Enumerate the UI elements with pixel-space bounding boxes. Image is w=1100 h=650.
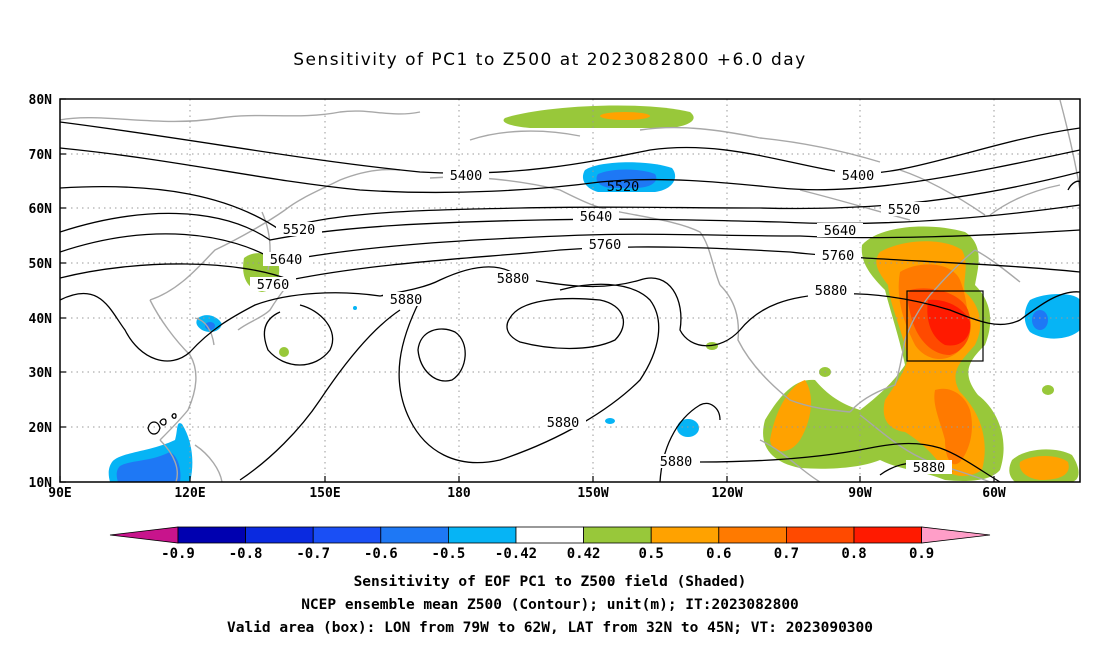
- colorbar-label: 0.7: [774, 546, 799, 562]
- contour-label: 5400: [450, 168, 483, 184]
- contour-label: 5640: [580, 209, 613, 225]
- contour-label: 5880: [660, 454, 693, 470]
- colorbar-label: -0.5: [432, 546, 466, 562]
- colorbar-segment: [515, 526, 584, 544]
- contour-label: 5520: [607, 179, 640, 195]
- colorbar-labels: -0.9 -0.8 -0.7 -0.6 -0.5 -0.42 0.42 0.5 …: [161, 546, 934, 562]
- y-tick-label: 30N: [29, 366, 53, 381]
- y-tick-label: 40N: [29, 312, 53, 327]
- y-tick-label: 60N: [29, 202, 53, 217]
- contour-label: 5760: [589, 237, 622, 253]
- caption-valid-area: Valid area (box): LON from 79W to 62W, L…: [226, 620, 873, 636]
- x-tick-label: 120W: [711, 486, 742, 501]
- colorbar-segment: [650, 526, 720, 544]
- contour-label: 5880: [390, 292, 423, 308]
- y-tick-label: 20N: [29, 421, 53, 436]
- contour-label: 5880: [547, 415, 580, 431]
- coastlines: [60, 99, 1080, 482]
- colorbar-segment: [380, 526, 449, 544]
- contour-label: 5640: [824, 223, 857, 239]
- colorbar-segment: [718, 526, 787, 544]
- contour-label: 5760: [822, 248, 855, 264]
- x-tick-label: 90E: [48, 486, 71, 501]
- contour-label: 5400: [842, 168, 875, 184]
- caption-shading: Sensitivity of EOF PC1 to Z500 field (Sh…: [353, 574, 747, 590]
- colorbar-high-arrow: [921, 526, 991, 544]
- colorbar: [109, 526, 991, 544]
- shading-negative-pacific: [677, 419, 699, 437]
- y-tick-label: 10N: [29, 476, 53, 491]
- colorbar-label: -0.42: [495, 546, 537, 562]
- colorbar-label: 0.9: [909, 546, 934, 562]
- axis-ticks: [59, 98, 995, 483]
- colorbar-segment: [786, 526, 855, 544]
- x-tick-label: 180: [447, 486, 471, 501]
- contour-label: 5520: [283, 222, 316, 238]
- x-tick-label: 150W: [577, 486, 608, 501]
- colorbar-segment: [583, 526, 652, 544]
- x-tick-label: 120E: [174, 486, 205, 501]
- colorbar-segment: [245, 526, 314, 544]
- colorbar-label: -0.7: [296, 546, 330, 562]
- y-tick-label: 50N: [29, 257, 53, 272]
- x-tick-label: 90W: [848, 486, 872, 501]
- colorbar-label: 0.6: [706, 546, 731, 562]
- gridlines: [60, 99, 1080, 482]
- caption-contour: NCEP ensemble mean Z500 (Contour); unit(…: [301, 597, 799, 613]
- shading-positive-arctic: [503, 105, 694, 128]
- x-tick-label: 150E: [309, 486, 340, 501]
- y-tick-label: 80N: [29, 93, 53, 108]
- colorbar-segment: [177, 526, 246, 544]
- contour-labels: 5400 5520 5640 5760 5880 5400 5520 5640 …: [250, 168, 952, 476]
- sensitivity-shading: [108, 105, 1080, 482]
- colorbar-label: 0.5: [639, 546, 664, 562]
- colorbar-segment: [447, 526, 517, 544]
- colorbar-segment: [853, 526, 922, 544]
- map-title: Sensitivity of PC1 to Z500 at 2023082800…: [293, 50, 807, 70]
- colorbar-label: 0.8: [841, 546, 866, 562]
- colorbar-label: -0.6: [364, 546, 398, 562]
- contour-label: 5640: [270, 252, 303, 268]
- x-axis-labels: 90E 120E 150E 180 150W 120W 90W 60W: [48, 486, 1006, 501]
- colorbar-label: 0.42: [567, 546, 601, 562]
- y-tick-label: 70N: [29, 148, 53, 163]
- colorbar-segment: [312, 526, 382, 544]
- contour-label: 5520: [888, 202, 921, 218]
- contour-label: 5880: [913, 460, 946, 476]
- valid-area-box: [906, 290, 984, 362]
- colorbar-label: -0.9: [161, 546, 195, 562]
- x-tick-label: 60W: [982, 486, 1006, 501]
- contour-label: 5760: [257, 277, 290, 293]
- contour-label: 5880: [815, 283, 848, 299]
- plot-frame: [59, 98, 1081, 483]
- colorbar-label: -0.8: [229, 546, 263, 562]
- y-axis-labels: 80N 70N 60N 50N 40N 30N 20N 10N: [29, 93, 53, 491]
- colorbar-low-arrow: [109, 526, 179, 544]
- contour-label: 5880: [497, 271, 530, 287]
